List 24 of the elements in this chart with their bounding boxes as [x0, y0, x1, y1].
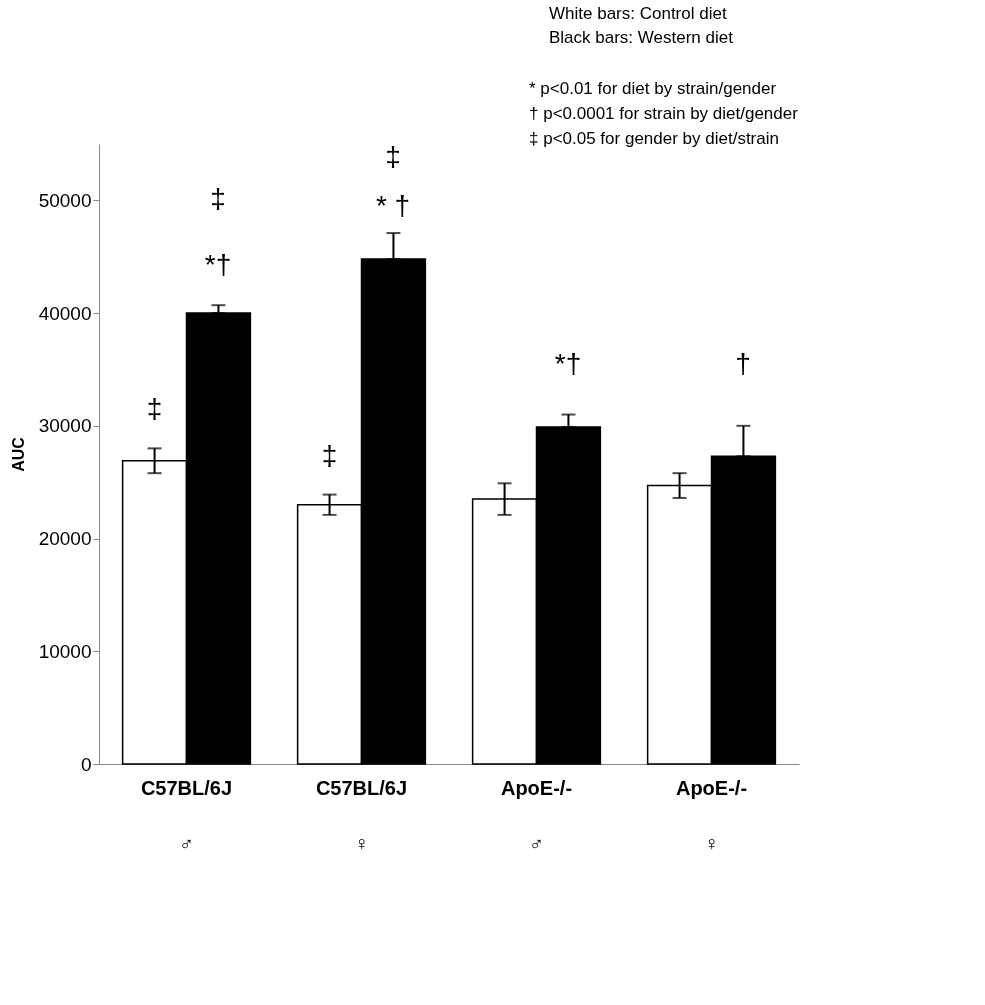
- category-label: ApoE-/- ♂: [500, 776, 573, 854]
- annotation: †: [735, 348, 751, 379]
- annotation: ‡ p<0.05 for gender by diet/strain: [529, 129, 779, 148]
- annotation: * †: [375, 190, 411, 221]
- text: Black bars: Western diet: [549, 28, 734, 47]
- annotation: *†: [204, 249, 232, 280]
- category-label: C57BL/6J ♀: [315, 776, 408, 854]
- y-tick-label: 10000: [38, 640, 92, 662]
- annotation: ‡: [146, 393, 163, 425]
- annotation: ‡: [321, 439, 338, 471]
- annotation: ‡: [385, 141, 401, 172]
- y-tick-label: 40000: [38, 302, 92, 324]
- y-tick-label: 20000: [38, 528, 92, 550]
- annotation: *†: [554, 348, 582, 379]
- category-label: ApoE-/- ♀: [675, 776, 748, 854]
- y-axis-title: AUC: [9, 436, 27, 472]
- y-tick-label: 50000: [38, 189, 92, 211]
- text: † p<0.0001 for strain by diet/gender: [529, 104, 799, 123]
- annotation: ‡: [210, 183, 226, 214]
- y-tick-label: 0: [80, 753, 92, 775]
- text: White bars: Control diet: [549, 4, 727, 23]
- category-label: C57BL/6J ♂: [140, 776, 233, 854]
- text: * p<0.01 for diet by strain/gender: [529, 79, 777, 98]
- y-tick-label: 30000: [38, 415, 92, 437]
